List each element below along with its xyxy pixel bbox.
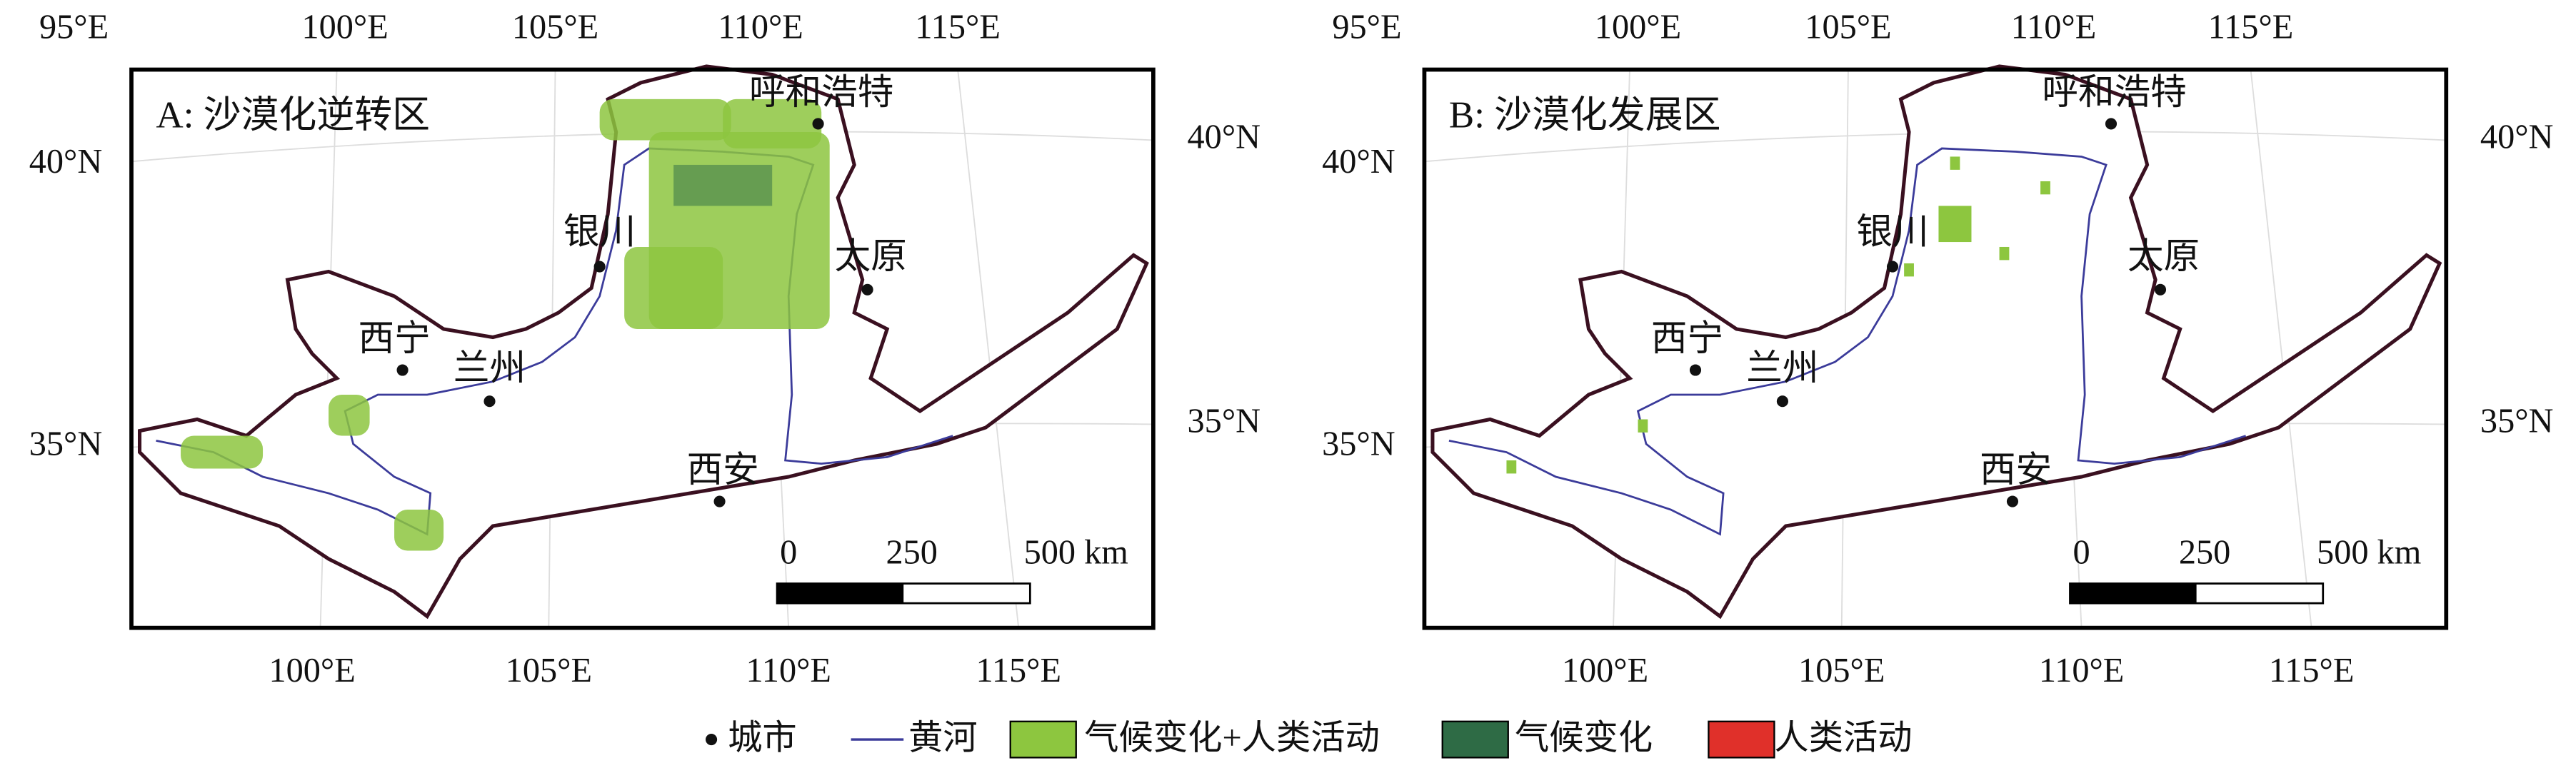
change-patch [673, 164, 773, 206]
city-label: 呼和浩特 [749, 72, 893, 112]
change-patch [2040, 181, 2050, 195]
panel-title: B: 沙漠化发展区 [1449, 95, 1721, 136]
change-patch [1506, 460, 1517, 474]
city-label: 兰州 [1746, 348, 1818, 388]
longitude-label: 110°E [2011, 8, 2096, 46]
latitude-label: 35°N [29, 425, 103, 463]
map-frame [129, 67, 1156, 630]
change-patch [599, 98, 731, 141]
longitude-label: 100°E [301, 8, 388, 46]
longitude-label: 105°E [506, 652, 592, 689]
scale-label: 250 [886, 534, 937, 572]
legend-label: 城市 [728, 719, 797, 757]
longitude-label: 115°E [976, 652, 1061, 689]
city-dot [2105, 118, 2118, 130]
city-dot [861, 283, 873, 295]
city-label: 呼和浩特 [2042, 72, 2186, 112]
latitude-label: 35°N [1322, 425, 1395, 463]
city-dot [2006, 495, 2019, 507]
latitude-label: 40°N [29, 143, 103, 181]
city-dot [1776, 395, 1788, 408]
city-label: 银川 [563, 211, 636, 251]
longitude-label: 105°E [512, 8, 598, 46]
longitude-label: 115°E [2208, 8, 2293, 46]
longitude-label: 100°E [269, 652, 355, 689]
city-label: 西宁 [1651, 318, 1723, 358]
latitude-label: 35°N [1188, 402, 1261, 440]
legend-label: 气候变化+人类活动 [1084, 719, 1380, 757]
map-panel: B: 沙漠化发展区 95°E 100°E 105°E 110°E 115°E 100°E 10… [1322, 8, 2553, 689]
change-patch [1638, 419, 1648, 433]
legend-label: 黄河 [908, 719, 978, 757]
change-patch [181, 435, 264, 469]
change-patch [723, 98, 822, 148]
city-label: 西安 [687, 450, 759, 490]
latitude-label: 40°N [1322, 143, 1395, 181]
longitude-label: 110°E [2039, 652, 2124, 689]
legend-label: 人类活动 [1774, 719, 1912, 757]
change-patch [1938, 206, 1972, 243]
city-label: 太原 [2128, 236, 2200, 276]
scale-bar-fill [777, 583, 904, 604]
scale-label: 0 [780, 534, 797, 572]
city-dot [2154, 283, 2167, 295]
scale-label: 500 km [1024, 534, 1128, 572]
change-patch [1950, 156, 1960, 170]
longitude-label: 105°E [1805, 8, 1891, 46]
city-label: 银川 [1856, 211, 1928, 251]
map-panel: A: 沙漠化逆转区 95°E 100°E 105°E 110°E 115°E 100°E 10… [29, 8, 1261, 689]
longitude-label: 110°E [746, 652, 831, 689]
change-patch [624, 246, 723, 329]
change-patch [1904, 263, 1914, 277]
city-dot [1689, 364, 1702, 376]
longitude-label: 110°E [718, 8, 803, 46]
latitude-label: 40°N [2480, 118, 2553, 156]
longitude-label: 115°E [915, 8, 1000, 46]
longitude-label: 95°E [1332, 8, 1401, 46]
change-patch [329, 395, 370, 436]
legend-symbol [1009, 720, 1077, 759]
scale-label: 500 km [2317, 534, 2421, 572]
panel-title: A: 沙漠化逆转区 [156, 95, 430, 136]
city-label: 兰州 [453, 348, 526, 388]
longitude-label: 100°E [1562, 652, 1648, 689]
legend-label: 气候变化 [1515, 719, 1653, 757]
longitude-label: 105°E [1798, 652, 1885, 689]
map-frame [1422, 67, 2449, 630]
scale-label: 0 [2073, 534, 2090, 572]
change-patch [1999, 246, 2010, 261]
legend-symbol [1441, 720, 1509, 759]
city-dot [396, 364, 409, 376]
scale-label: 250 [2179, 534, 2230, 572]
basin-outline [1430, 64, 2442, 620]
longitude-label: 115°E [2269, 652, 2354, 689]
city-dot [593, 261, 606, 273]
city-label: 西安 [1980, 450, 2052, 490]
legend-symbol [706, 734, 718, 746]
scale-bar-fill [2070, 583, 2197, 604]
latitude-label: 35°N [2480, 402, 2553, 440]
city-dot [1886, 261, 1899, 273]
legend: 城市 黄河 气候变化+人类活动 气候变化 人类活动 [706, 719, 1913, 759]
legend-symbol [1708, 720, 1775, 759]
longitude-label: 100°E [1595, 8, 1681, 46]
latitude-label: 40°N [1188, 118, 1261, 156]
city-dot [812, 118, 824, 130]
city-label: 西宁 [358, 318, 430, 358]
basin-outline [138, 64, 1149, 620]
change-patch [394, 510, 444, 551]
city-dot [483, 395, 496, 408]
yellow-river [1448, 147, 2247, 536]
city-dot [713, 495, 726, 507]
longitude-label: 95°E [39, 8, 109, 46]
city-label: 太原 [835, 236, 907, 276]
